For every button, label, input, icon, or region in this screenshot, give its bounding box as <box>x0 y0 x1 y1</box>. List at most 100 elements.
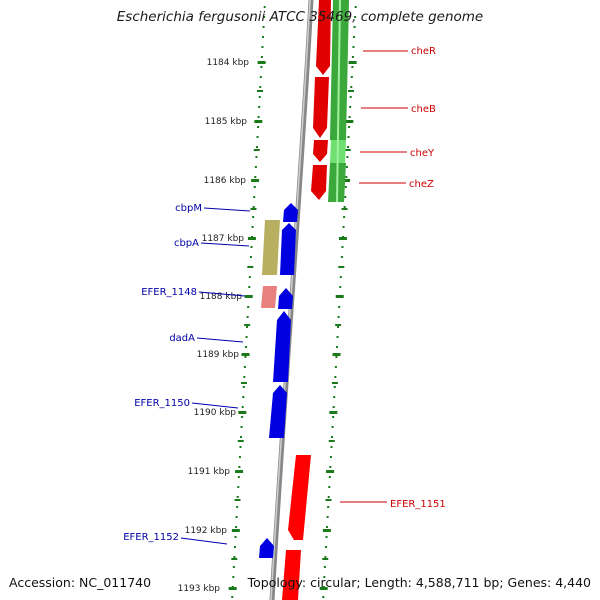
minor-tick <box>331 382 338 384</box>
tick-dot <box>329 466 332 468</box>
right-tick-track <box>319 6 357 598</box>
tick-dot <box>251 226 254 228</box>
major-tick <box>332 353 341 356</box>
tick-dot <box>238 456 241 458</box>
gene-label[interactable]: cheB <box>411 104 436 115</box>
minor-tick <box>338 266 345 268</box>
tick-dot <box>257 126 260 128</box>
major-tick <box>257 61 266 64</box>
tick-dot <box>329 456 332 458</box>
gene-label[interactable]: cheZ <box>409 179 434 190</box>
minor-tick <box>256 90 263 92</box>
tick-dot <box>336 336 339 338</box>
tick-dot <box>244 346 247 348</box>
major-tick <box>338 237 347 240</box>
major-tick <box>254 120 263 123</box>
tick-dot <box>335 346 338 348</box>
minor-tick <box>322 558 329 560</box>
gene-label[interactable]: cheR <box>411 46 436 57</box>
scale-tick-label: 1193 kbp <box>178 584 221 594</box>
tick-dot <box>333 386 336 388</box>
gene-leader-line <box>200 242 250 247</box>
genome-backbone-highlight <box>270 0 311 600</box>
tick-dot <box>236 496 239 498</box>
tick-dot <box>334 376 337 378</box>
tick-dot <box>348 126 351 128</box>
tick-dot <box>233 546 236 548</box>
tick-dot <box>325 536 328 538</box>
tick-dot <box>337 316 340 318</box>
tick-dot <box>344 186 347 188</box>
tick-dot <box>253 186 256 188</box>
gene-leader-line <box>180 537 228 545</box>
tick-dot <box>247 306 250 308</box>
tick-dot <box>254 166 257 168</box>
scale-tick-label: 1190 kbp <box>194 408 237 418</box>
gene-label[interactable]: EFER_1150 <box>134 398 190 409</box>
tick-dot <box>331 436 334 438</box>
gene-label[interactable]: cbpA <box>174 238 199 249</box>
tick-dot <box>237 486 240 488</box>
tick-dot <box>242 386 245 388</box>
tick-dot <box>233 556 236 558</box>
tick-dot <box>341 246 344 248</box>
scale-tick-label: 1188 kbp <box>200 292 243 302</box>
tick-dot <box>253 196 256 198</box>
major-tick <box>235 470 244 473</box>
tick-dot <box>234 536 237 538</box>
gene-leader-line <box>198 291 246 297</box>
tick-dot <box>338 306 341 308</box>
gene-arrow-EFER_1148 <box>278 288 293 309</box>
gene-label[interactable]: EFER_1148 <box>141 287 197 298</box>
tick-dot <box>332 416 335 418</box>
gene-label[interactable]: EFER_1151 <box>390 499 446 510</box>
gene-labels: cheR cheB cheY cheZ EFER_1151 cbpM cbpA EFER_11… <box>123 46 446 545</box>
tick-dot <box>346 146 349 148</box>
gene-leader-line <box>191 402 239 409</box>
major-tick <box>244 295 253 298</box>
tick-dot <box>353 26 356 28</box>
scale-tick-label: 1187 kbp <box>202 234 245 244</box>
tick-dot <box>337 326 340 328</box>
genome-summary: Topology: circular; Length: 4,588,711 bp… <box>247 575 591 590</box>
tick-dot <box>354 16 357 18</box>
gene-arrow-cheR <box>316 0 331 75</box>
gene-label[interactable]: dadA <box>169 333 195 344</box>
tick-dot <box>243 376 246 378</box>
tick-dot <box>239 446 242 448</box>
major-tick <box>247 237 256 240</box>
tick-dot <box>328 486 331 488</box>
forward-strand-genes <box>282 0 331 600</box>
gene-arrow-EFER_1150 <box>269 385 287 438</box>
minor-tick <box>250 208 257 210</box>
tick-dot <box>346 156 349 158</box>
gene-arrow-EFER_1152 <box>259 538 274 558</box>
gene-arrow-dadA <box>273 311 291 382</box>
gene-label[interactable]: cheY <box>410 148 435 159</box>
tick-dot <box>323 566 326 568</box>
tick-dot <box>263 16 266 18</box>
major-tick <box>326 470 335 473</box>
tick-dot <box>333 396 336 398</box>
tick-dot <box>259 86 262 88</box>
major-tick <box>322 529 331 532</box>
tick-dot <box>322 596 325 598</box>
gene-label[interactable]: cbpM <box>175 203 202 214</box>
scale-tick-label: 1189 kbp <box>197 350 240 360</box>
tick-dot <box>232 576 235 578</box>
scale-tick-label: 1186 kbp <box>204 176 247 186</box>
gene-label[interactable]: EFER_1152 <box>123 532 179 543</box>
minor-tick <box>341 208 348 210</box>
tick-dot <box>344 196 347 198</box>
tick-dot <box>326 516 329 518</box>
tick-dot <box>257 116 260 118</box>
tick-dot <box>237 476 240 478</box>
tick-dot <box>248 276 251 278</box>
major-tick <box>335 295 344 298</box>
minor-tick <box>247 266 254 268</box>
tick-dot <box>254 176 257 178</box>
tick-dot <box>332 406 335 408</box>
tick-dot <box>246 316 249 318</box>
tick-dot <box>261 46 264 48</box>
tick-dot <box>240 436 243 438</box>
